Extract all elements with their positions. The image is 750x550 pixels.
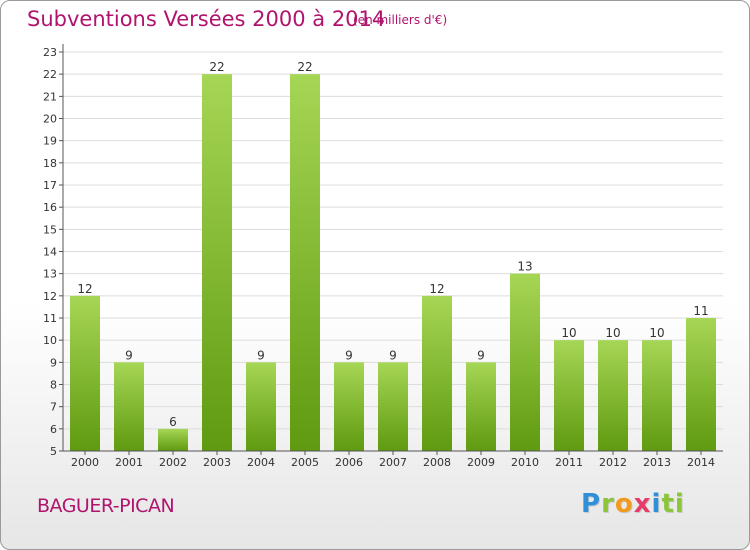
bar-value-label: 10 [561,326,576,340]
bar-value-label: 9 [257,348,265,362]
y-tick-label: 9 [50,356,57,369]
bar-value-label: 10 [605,326,620,340]
y-tick-label: 12 [43,290,57,303]
x-tick-label: 2004 [247,456,275,469]
x-tick-label: 2002 [159,456,187,469]
x-tick-label: 2008 [423,456,451,469]
chart-title: Subventions Versées 2000 à 2014 [27,7,386,31]
bar-value-label: 9 [345,348,353,362]
y-tick-label: 8 [50,379,57,392]
y-tick-label: 5 [50,445,57,458]
x-tick-label: 2001 [115,456,143,469]
chart-subtitle: (en milliers d'€) [353,13,448,27]
axes [59,44,723,455]
bar-2002 [158,428,188,451]
bar-2005 [290,74,320,452]
bar-2000 [70,295,100,451]
bar-2003 [202,74,232,452]
bar-value-label: 9 [477,348,485,362]
proxiti-logo: Proxiti [581,489,685,519]
bar-2004 [246,362,276,451]
bar-value-label: 22 [209,60,224,74]
bar-2009 [466,362,496,451]
x-tick-label: 2009 [467,456,495,469]
y-tick-label: 19 [43,135,57,148]
x-tick-label: 2014 [687,456,715,469]
bar-2013 [642,340,672,451]
bar-2011 [554,340,584,451]
y-tick-label: 23 [43,46,57,59]
y-tick-label: 11 [43,312,57,325]
y-tick-label: 18 [43,157,57,170]
y-tick-label: 6 [50,423,57,436]
x-tick-label: 2011 [555,456,583,469]
bar-value-label: 12 [429,282,444,296]
y-tick-label: 15 [43,223,57,236]
bar-2008 [422,295,452,451]
bar-2014 [686,318,716,451]
bar-2012 [598,340,628,451]
bar-value-label: 9 [125,348,133,362]
bar-value-label: 13 [517,260,532,274]
x-tick-label: 2010 [511,456,539,469]
y-tick-label: 16 [43,201,57,214]
bar-value-label: 22 [297,60,312,74]
bar-value-label: 6 [169,415,177,429]
x-tick-label: 2007 [379,456,407,469]
bar-2010 [510,273,540,451]
bar-value-label: 12 [77,282,92,296]
y-tick-label: 13 [43,268,57,281]
x-tick-label: 2006 [335,456,363,469]
labels: 5 6 7 8 9 10 11 12 13 14 15 16 17 18 19 20 21 22 23 2000 12 2… [43,46,715,469]
y-tick-label: 10 [43,334,57,347]
bar-2006 [334,362,364,451]
y-tick-label: 21 [43,90,57,103]
bar-value-label: 9 [389,348,397,362]
x-tick-label: 2000 [71,456,99,469]
x-tick-label: 2005 [291,456,319,469]
y-tick-label: 14 [43,246,57,259]
y-tick-label: 7 [50,401,57,414]
bar-2001 [114,362,144,451]
bar-2007 [378,362,408,451]
x-tick-label: 2003 [203,456,231,469]
bar-value-label: 11 [693,304,708,318]
y-tick-label: 20 [43,113,57,126]
y-tick-label: 17 [43,179,57,192]
bars [70,74,716,452]
x-tick-label: 2013 [643,456,671,469]
commune-name: BAGUER-PICAN [37,495,175,517]
x-tick-label: 2012 [599,456,627,469]
y-tick-label: 22 [43,68,57,81]
bar-value-label: 10 [649,326,664,340]
